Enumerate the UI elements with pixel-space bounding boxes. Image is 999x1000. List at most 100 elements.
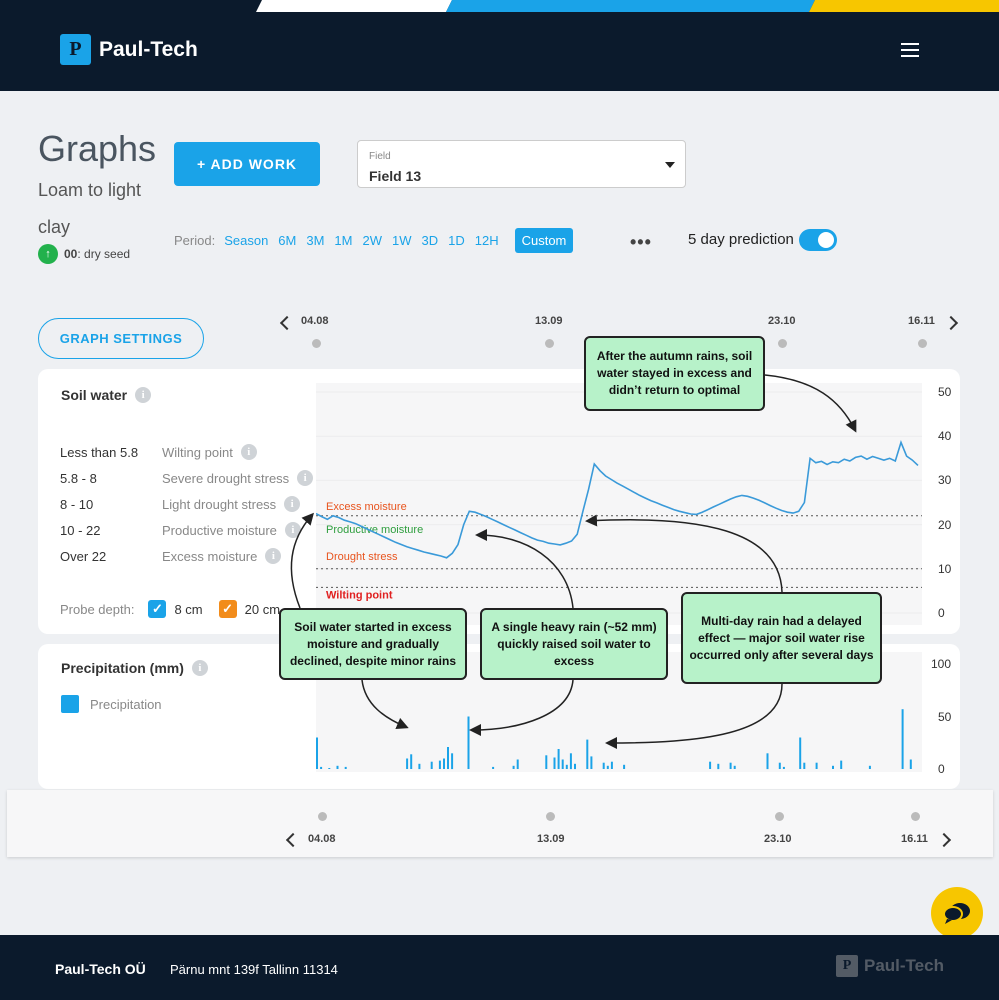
- precipitation-bar: [766, 753, 769, 770]
- footer-company: Paul-Tech OÜ: [55, 961, 146, 977]
- seed-text: : dry seed: [77, 247, 131, 261]
- legend-range: 5.8 - 8: [60, 470, 97, 486]
- precipitation-bar: [610, 761, 613, 769]
- prediction-label: 5 day prediction: [688, 231, 794, 248]
- period-3m[interactable]: 3M: [306, 232, 325, 248]
- info-icon[interactable]: i: [297, 470, 314, 486]
- probe-8cm-label: 8 cm: [174, 601, 203, 617]
- precipitation-bar: [516, 759, 519, 769]
- precipitation-bar: [430, 761, 433, 769]
- timeline-marker[interactable]: [911, 812, 920, 821]
- period-12h[interactable]: 12H: [474, 232, 499, 248]
- field-select-value: Field 13: [369, 168, 422, 184]
- footer-logo[interactable]: P Paul-Tech: [836, 955, 944, 977]
- period-6m[interactable]: 6M: [278, 232, 297, 248]
- period-1w[interactable]: 1W: [391, 232, 412, 248]
- hamburger-menu-icon[interactable]: [901, 43, 919, 57]
- info-icon[interactable]: i: [135, 387, 152, 403]
- legend-range: 10 - 22: [60, 522, 101, 538]
- period-selector: Period: Season 6M 3M 1M 2W 1W 3D 1D 12H …: [174, 227, 574, 253]
- legend-row: 5.8 - 8 Severe drought stress i: [60, 470, 314, 486]
- legend-name: Wilting point i: [162, 444, 257, 460]
- legend-name: Light drought stress i: [162, 496, 301, 512]
- zone-label: Wilting point: [326, 589, 393, 601]
- probe-20cm-label: 20 cm: [244, 601, 281, 617]
- timeline-date: 23.10: [764, 833, 792, 845]
- legend-row: 8 - 10 Light drought stress i: [60, 496, 301, 512]
- timeline-date: 16.11: [908, 315, 935, 327]
- zone-label: Excess moisture: [326, 501, 407, 513]
- precipitation-bar: [406, 758, 409, 769]
- y-tick-label: 50: [938, 385, 952, 399]
- probe-8cm-checkbox[interactable]: ✓: [148, 600, 167, 618]
- legend-row: Less than 5.8 Wilting point i: [60, 444, 257, 460]
- info-icon[interactable]: i: [191, 660, 208, 676]
- period-2w[interactable]: 2W: [362, 232, 382, 248]
- timeline-marker[interactable]: [546, 812, 555, 821]
- precipitation-bar: [344, 766, 347, 769]
- legend-name-text: Excess moisture: [162, 548, 258, 564]
- footer-logo-text: Paul-Tech: [864, 956, 944, 975]
- y-tick-label: 30: [938, 473, 952, 488]
- timeline-next-arrow-icon[interactable]: [943, 315, 959, 331]
- precipitation-bar: [590, 756, 593, 769]
- annotation-delayed-effect: Multi-day rain had a delayed effect — ma…: [681, 592, 882, 684]
- prediction-toggle[interactable]: [799, 229, 837, 251]
- annotation-autumn-rains: After the autumn rains, soil water staye…: [584, 336, 765, 411]
- probe-depth-label: Probe depth:: [60, 601, 135, 617]
- field-select-label: Field: [369, 151, 391, 162]
- info-icon[interactable]: i: [284, 522, 301, 538]
- precipitation-bar: [565, 764, 568, 769]
- chat-button[interactable]: [931, 887, 983, 939]
- info-icon[interactable]: i: [284, 496, 301, 512]
- period-season[interactable]: Season: [224, 232, 269, 248]
- probe-20cm-checkbox[interactable]: ✓: [218, 600, 237, 618]
- precipitation-bar: [832, 765, 834, 769]
- period-custom[interactable]: Custom: [514, 227, 574, 253]
- y-tick-label: 0: [938, 762, 945, 776]
- precipitation-bar: [586, 739, 589, 769]
- precipitation-bar: [868, 765, 871, 769]
- zone-label: Drought stress: [326, 551, 398, 563]
- timeline-marker[interactable]: [918, 339, 927, 348]
- precipitation-bar: [320, 766, 323, 769]
- period-1d[interactable]: 1D: [448, 232, 465, 248]
- logo[interactable]: P Paul-Tech: [60, 34, 198, 65]
- timeline-marker[interactable]: [775, 812, 784, 821]
- timeline-marker[interactable]: [778, 339, 787, 348]
- caret-down-icon: [665, 162, 675, 168]
- precipitation-swatch[interactable]: [61, 695, 79, 713]
- zone-label: Productive moisture: [326, 524, 423, 536]
- graph-settings-button[interactable]: GRAPH SETTINGS: [38, 318, 204, 359]
- precipitation-title: Precipitation (mm) i: [61, 660, 208, 676]
- y-tick-label: 50: [938, 709, 952, 724]
- period-1m[interactable]: 1M: [334, 232, 353, 248]
- precipitation-bar: [574, 763, 576, 770]
- precipitation-bar: [717, 763, 720, 770]
- precipitation-bar: [316, 737, 318, 769]
- plot-background: [316, 383, 922, 625]
- precipitation-bar: [729, 762, 732, 769]
- period-3d[interactable]: 3D: [421, 232, 439, 248]
- logo-text: Paul-Tech: [99, 37, 198, 61]
- info-icon[interactable]: i: [265, 548, 282, 564]
- timeline-marker[interactable]: [318, 812, 327, 821]
- legend-name: Productive moisture i: [162, 522, 301, 538]
- add-work-button[interactable]: + ADD WORK: [174, 142, 320, 186]
- more-options-icon[interactable]: •••: [630, 232, 652, 252]
- info-icon[interactable]: i: [240, 444, 257, 460]
- toggle-knob: [818, 232, 834, 248]
- soil-water-chart[interactable]: Excess moisture Productive moisture Drough…: [316, 383, 922, 625]
- chat-icon: [943, 903, 970, 924]
- precipitation-bar: [909, 759, 912, 769]
- timeline-marker[interactable]: [545, 339, 554, 348]
- legend-range: Over 22: [60, 548, 107, 564]
- legend-name: Severe drought stress i: [162, 470, 314, 486]
- y-tick-label: 10: [938, 561, 952, 576]
- precipitation-bar: [451, 753, 454, 770]
- timeline-marker[interactable]: [312, 339, 321, 348]
- timeline-prev-arrow-icon[interactable]: [279, 315, 295, 331]
- precipitation-title-text: Precipitation (mm): [61, 660, 184, 676]
- field-select[interactable]: Field Field 13: [357, 140, 686, 188]
- bottom-timeline: [7, 790, 993, 857]
